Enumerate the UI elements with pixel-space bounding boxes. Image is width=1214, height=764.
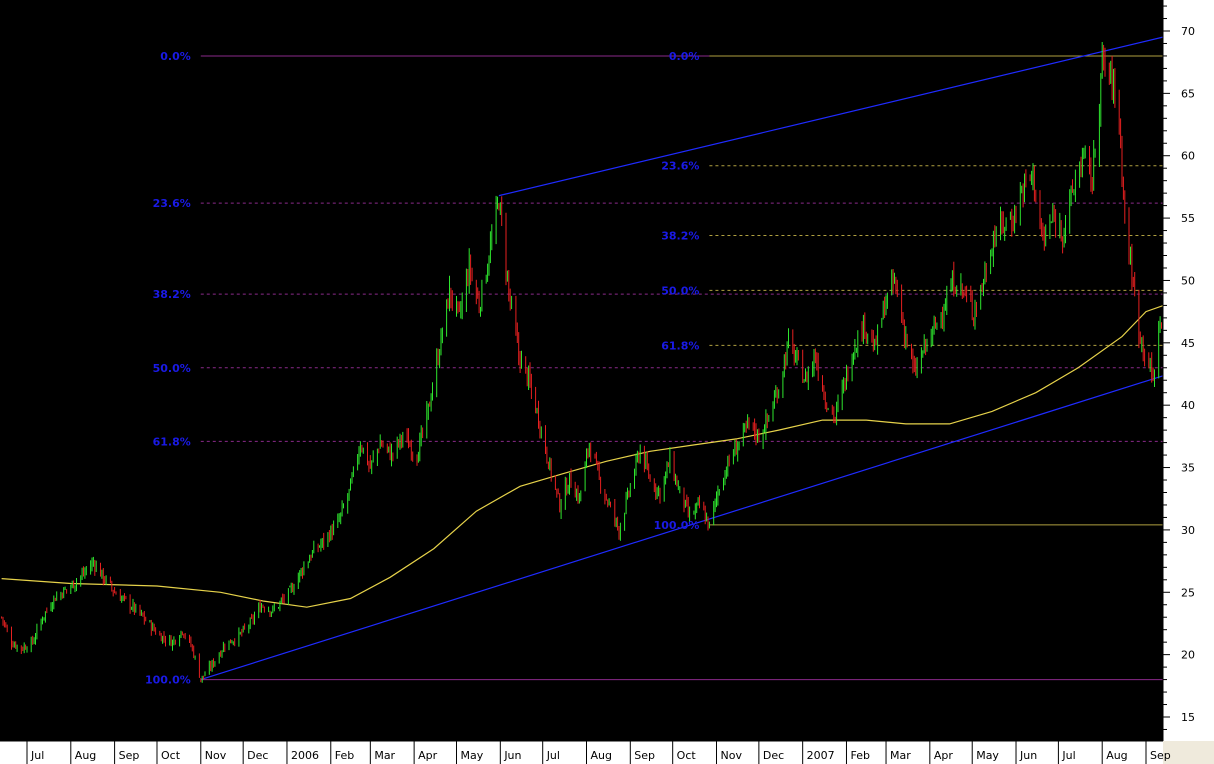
x-tick-label: Sep: [1150, 749, 1171, 762]
x-tick-label: Dec: [763, 749, 784, 762]
x-tick-label: Mar: [890, 749, 911, 762]
x-axis-panel: [0, 741, 1163, 764]
y-tick-label: 30: [1181, 524, 1195, 537]
y-axis-panel: [1163, 0, 1214, 764]
x-tick-label: Oct: [161, 749, 181, 762]
axis-corner: [1163, 741, 1214, 764]
y-tick-label: 40: [1181, 399, 1195, 412]
y-tick-label: 55: [1181, 212, 1195, 225]
y-tick-label: 60: [1181, 150, 1195, 163]
fib-level-label: 23.6%: [153, 197, 191, 210]
fib-level-label: 0.0%: [160, 50, 191, 63]
y-tick-label: 70: [1181, 25, 1195, 38]
y-tick-label: 65: [1181, 87, 1195, 100]
fib-level-label: 61.8%: [661, 339, 699, 352]
y-tick-label: 25: [1181, 586, 1195, 599]
fib-level-label: 0.0%: [669, 50, 700, 63]
y-tick-label: 20: [1181, 649, 1195, 662]
x-tick-label: Jul: [1061, 749, 1075, 762]
x-tick-label: Aug: [591, 749, 612, 762]
y-tick-label: 15: [1181, 711, 1195, 724]
x-tick-label: Jun: [503, 749, 521, 762]
y-tick-label: 45: [1181, 337, 1195, 350]
x-tick-label: Nov: [720, 749, 742, 762]
fib-level-label: 38.2%: [153, 288, 191, 301]
y-tick-label: 35: [1181, 462, 1195, 475]
fibonacci-labels: 0.0% 23.6% 38.2% 50.0% 61.8% 100.0% 0.0% 23.6% 3…: [145, 50, 699, 687]
x-tick-label: Sep: [119, 749, 140, 762]
y-axis: 15 20 25 30 35 40 45 50 55 60 65 70: [1163, 5, 1195, 730]
x-tick-label: May: [461, 749, 484, 762]
x-tick-label: Oct: [677, 749, 697, 762]
x-tick-label: May: [976, 749, 999, 762]
trendline: [498, 30, 1189, 197]
x-tick-label: Jul: [546, 749, 560, 762]
x-tick-label: Dec: [247, 749, 268, 762]
x-axis: Jul Aug Sep Oct Nov Dec 2006 Feb Mar Apr May Jun Jul…: [26, 741, 1171, 764]
fib-level-label: 23.6%: [661, 160, 699, 173]
x-tick-label: Jun: [1019, 749, 1037, 762]
x-tick-label: Sep: [634, 749, 655, 762]
price-bars: [1, 42, 1181, 683]
moving-average-line: [1, 298, 1182, 608]
x-tick-label: Aug: [75, 749, 96, 762]
x-tick-label: Feb: [850, 749, 869, 762]
y-tick-label: 50: [1181, 274, 1195, 287]
fibonacci-levels: [200, 55, 1163, 681]
x-tick-label: 2006: [291, 749, 319, 762]
x-tick-label: Nov: [205, 749, 227, 762]
x-tick-label: Apr: [934, 749, 954, 762]
trendline: [200, 367, 1189, 681]
trend-channel: [200, 30, 1189, 681]
fib-level-label: 50.0%: [153, 362, 191, 375]
x-tick-label: Aug: [1106, 749, 1127, 762]
x-tick-label: Feb: [335, 749, 354, 762]
x-tick-label: Apr: [418, 749, 438, 762]
fib-level-label: 61.8%: [153, 435, 191, 448]
fib-level-label: 100.0%: [654, 519, 700, 532]
x-tick-label: Jul: [30, 749, 44, 762]
fib-level-label: 38.2%: [661, 230, 699, 243]
x-tick-label: Mar: [374, 749, 395, 762]
moving-average: [1, 298, 1182, 608]
fib-level-label: 50.0%: [661, 284, 699, 297]
x-tick-label: 2007: [807, 749, 835, 762]
fib-level-label: 100.0%: [145, 674, 191, 687]
